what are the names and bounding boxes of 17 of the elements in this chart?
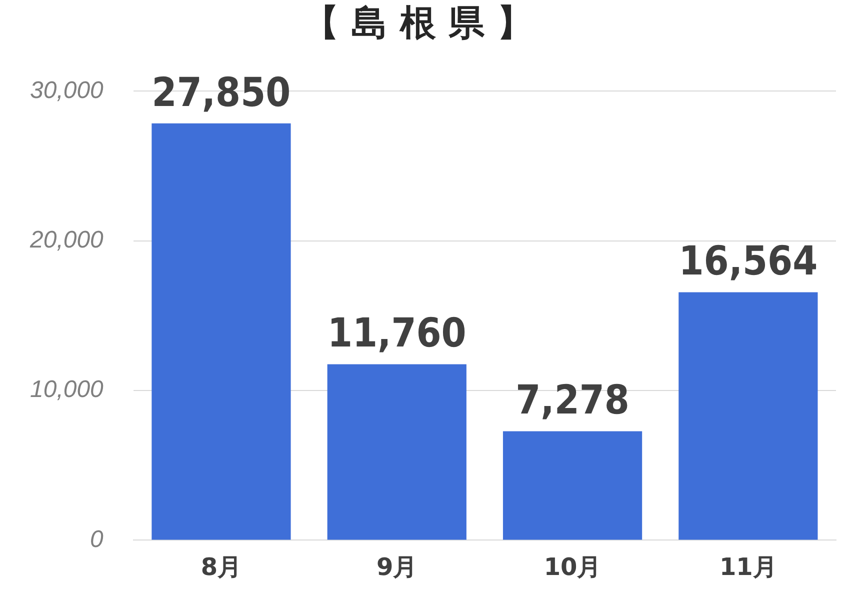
data-label: 7,278 bbox=[516, 378, 630, 424]
x-tick-label: 9月 bbox=[376, 552, 418, 581]
bar bbox=[152, 123, 291, 540]
y-tick-label: 30,000 bbox=[30, 76, 104, 104]
y-tick-label: 0 bbox=[90, 526, 104, 553]
x-tick-label: 11月 bbox=[719, 552, 777, 581]
x-tick-label: 10月 bbox=[544, 552, 602, 581]
bar bbox=[327, 364, 466, 540]
bar bbox=[502, 431, 642, 540]
x-tick-label: 8月 bbox=[200, 552, 242, 581]
data-label: 27,850 bbox=[152, 70, 291, 116]
bar bbox=[678, 292, 818, 540]
data-label: 16,564 bbox=[678, 238, 818, 285]
y-tick-label: 10,000 bbox=[30, 376, 104, 404]
chart-title: 【 島 根 県 】 bbox=[302, 2, 534, 44]
y-tick-label: 20,000 bbox=[29, 226, 104, 254]
data-label: 11,760 bbox=[327, 310, 466, 357]
